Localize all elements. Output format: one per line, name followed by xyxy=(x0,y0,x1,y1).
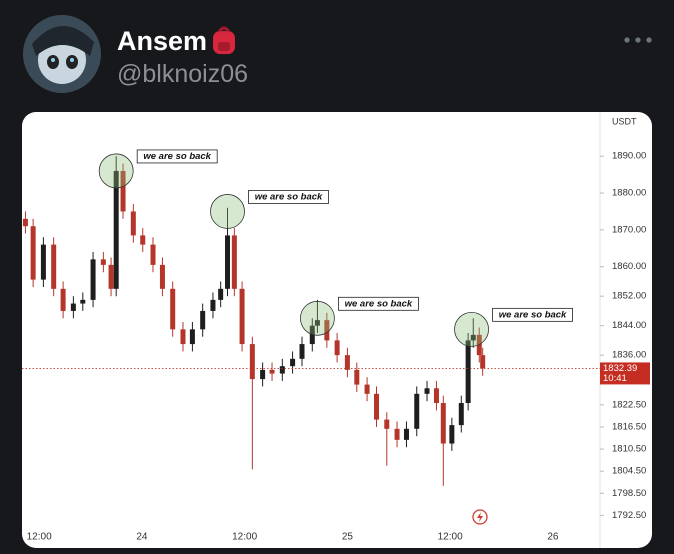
annotation-text: we are so back xyxy=(255,191,323,202)
candle-body xyxy=(449,425,455,444)
candle-body xyxy=(210,299,216,311)
y-tick-label: 1810.50 xyxy=(612,444,646,455)
candle-body xyxy=(480,355,486,369)
y-tick-label: 1798.50 xyxy=(612,488,646,499)
y-tick-label: 1890.00 xyxy=(612,151,646,162)
candle-body xyxy=(334,340,340,356)
candle-body xyxy=(354,369,360,385)
candle-body xyxy=(218,288,224,300)
annotation-box xyxy=(248,190,329,204)
candle-body xyxy=(22,218,28,227)
y-tick-label: 1822.50 xyxy=(612,399,646,410)
annotation-text: we are so back xyxy=(499,309,567,320)
lightning-bolt xyxy=(477,512,483,522)
candle-body xyxy=(130,211,136,236)
candle-body xyxy=(440,403,446,444)
y-tick-label: 1844.00 xyxy=(612,320,646,331)
x-tick-label: 12:00 xyxy=(232,532,257,543)
last-price-box xyxy=(600,362,650,385)
annotation-text: we are so back xyxy=(143,151,211,162)
candle-body xyxy=(394,428,400,440)
candle-body xyxy=(30,226,36,280)
candle-body xyxy=(180,329,186,345)
candle-body xyxy=(424,388,430,394)
annotation-box xyxy=(338,296,419,311)
candle-body xyxy=(120,170,126,212)
countdown-label: 10:41 xyxy=(603,373,627,384)
last-price-label: 1832.39 xyxy=(603,363,637,374)
annotation-circle xyxy=(300,300,335,336)
candle-body xyxy=(189,329,195,345)
annotation-circle xyxy=(98,153,134,189)
candle-body xyxy=(170,288,176,330)
handle: @blknoiz06 xyxy=(117,60,249,88)
y-tick-label: 1852.00 xyxy=(612,291,646,302)
candle-body xyxy=(80,299,86,304)
candle-body xyxy=(279,366,285,374)
candle-body xyxy=(100,259,106,265)
candle-body xyxy=(374,393,380,420)
y-tick-label: 1792.50 xyxy=(612,510,646,521)
y-unit: USDT xyxy=(612,116,637,126)
annotation-circle xyxy=(454,311,489,347)
candle-body xyxy=(384,419,390,429)
candle-body xyxy=(364,384,370,394)
candle-body xyxy=(458,403,464,426)
candle-body xyxy=(51,244,57,289)
candle-body xyxy=(249,344,255,380)
candle-body xyxy=(290,358,296,367)
x-tick-label: 25 xyxy=(342,532,354,543)
candle-body xyxy=(200,310,206,330)
annotation-box xyxy=(136,149,218,164)
backpack-emoji xyxy=(213,26,235,54)
candle-body xyxy=(239,288,245,345)
candle-body xyxy=(324,320,330,341)
candle-body xyxy=(70,303,76,311)
candle-body xyxy=(344,355,350,370)
candle-body xyxy=(225,235,231,289)
candle-body xyxy=(140,235,146,245)
y-tick-label: 1836.00 xyxy=(612,350,646,361)
candle-body xyxy=(260,369,266,380)
candle-body xyxy=(40,244,46,280)
avatar[interactable] xyxy=(22,14,108,100)
candle-body xyxy=(470,334,476,341)
candle-body xyxy=(150,244,156,265)
annotation-text: we are so back xyxy=(345,298,413,309)
x-tick-label: 26 xyxy=(547,532,559,543)
annotation-box xyxy=(492,307,573,322)
candle-body xyxy=(231,235,237,289)
candle-body xyxy=(269,369,275,374)
y-tick-label: 1860.00 xyxy=(612,261,646,272)
candle-body xyxy=(113,170,119,289)
annotation-circle xyxy=(210,194,245,229)
display-name: Ansem xyxy=(117,26,208,56)
chart-card xyxy=(22,112,652,548)
candle-body xyxy=(403,428,409,440)
x-tick-label: 24 xyxy=(136,532,148,543)
candle-body xyxy=(159,264,165,289)
candle-body xyxy=(414,393,420,429)
y-tick-label: 1880.00 xyxy=(612,188,646,199)
candle-body xyxy=(476,334,482,356)
y-tick-label: 1816.50 xyxy=(612,421,646,432)
candle-body xyxy=(299,344,305,359)
y-tick-label: 1870.00 xyxy=(612,224,646,235)
x-tick-label: 12:00 xyxy=(438,532,463,543)
candle-body xyxy=(433,388,439,404)
lightning-icon[interactable] xyxy=(472,509,488,525)
more-menu[interactable] xyxy=(622,33,656,47)
candle-body xyxy=(314,320,320,326)
candle-body xyxy=(60,288,66,311)
candle-body xyxy=(108,264,114,289)
y-tick-label: 1804.50 xyxy=(612,466,646,477)
candle-body xyxy=(90,259,96,300)
x-tick-label: 12:00 xyxy=(27,532,52,543)
candle-body xyxy=(465,340,471,404)
